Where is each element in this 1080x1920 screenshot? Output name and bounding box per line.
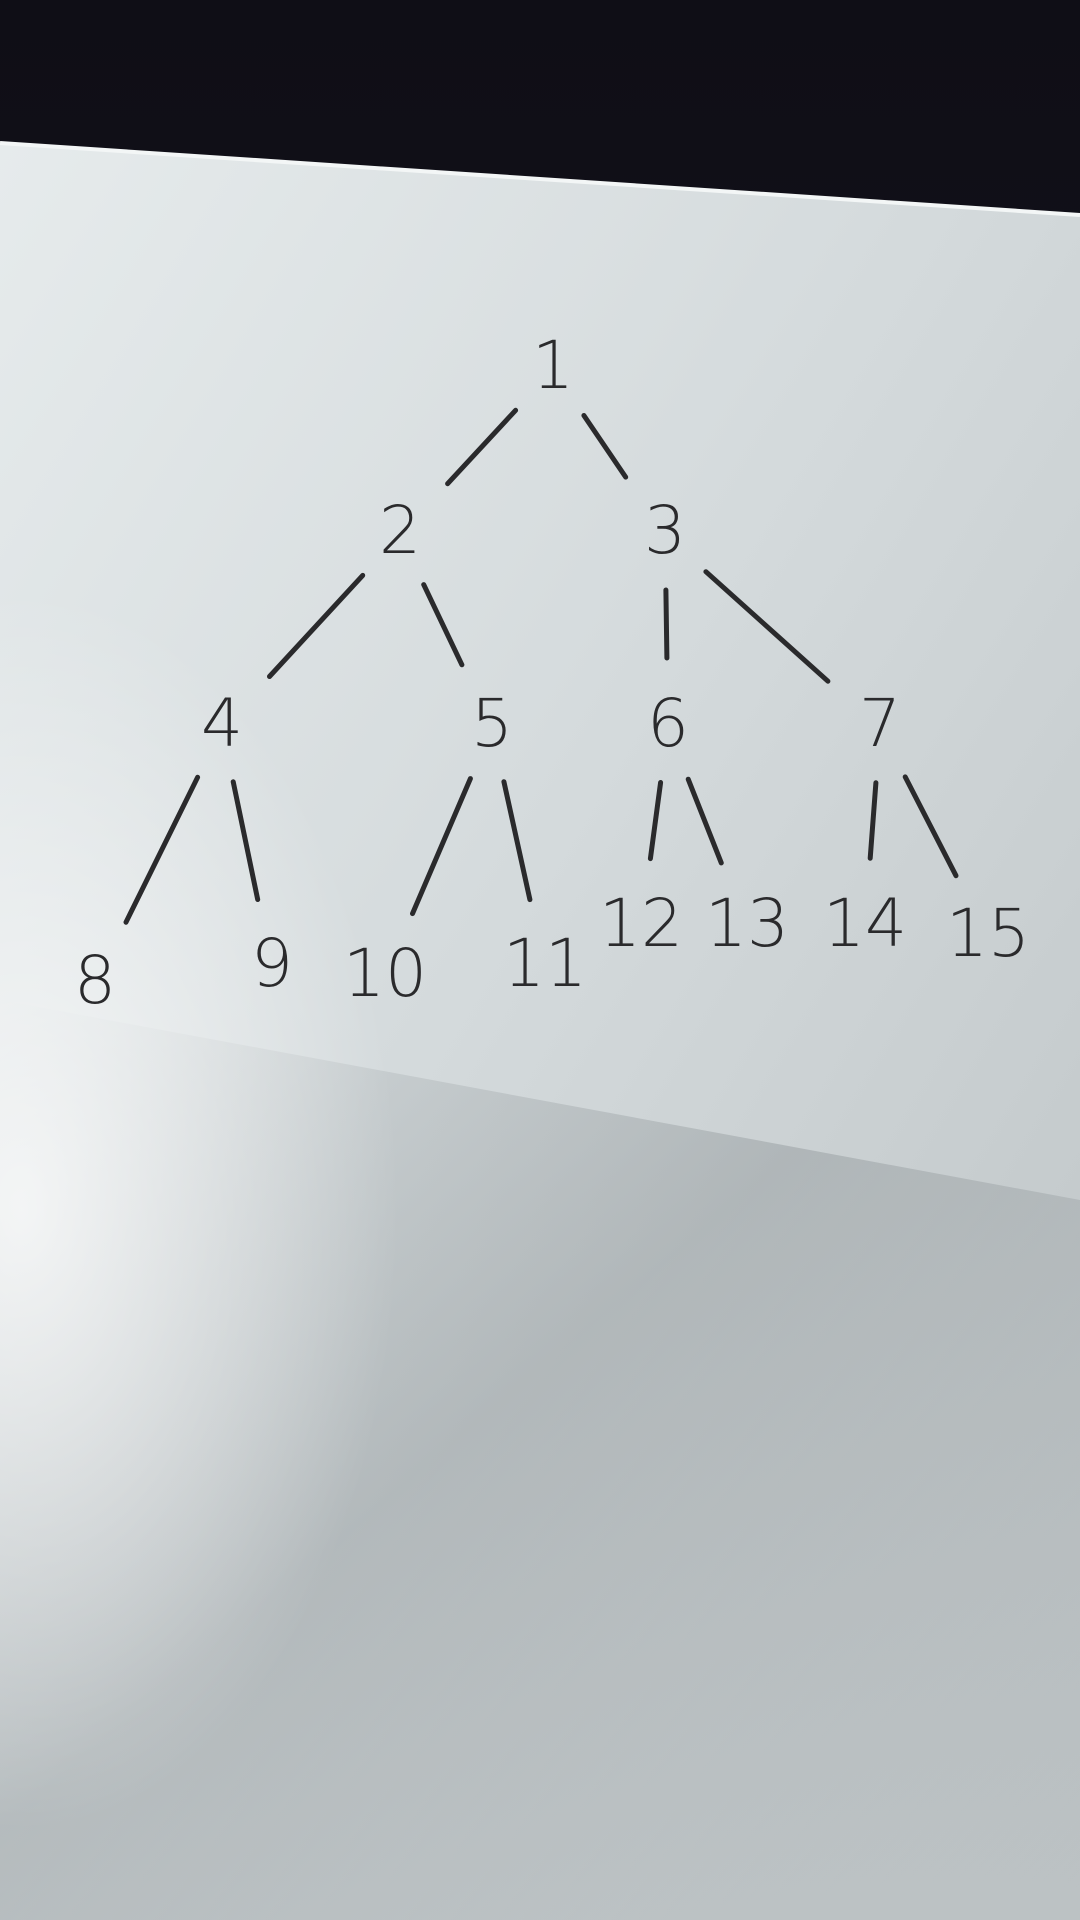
node-3: 3: [644, 492, 686, 569]
node-10: 10: [343, 935, 427, 1012]
edge-4-9: [230, 779, 261, 902]
node-14: 14: [823, 885, 907, 962]
node-9: 9: [251, 925, 293, 1002]
node-13: 13: [705, 885, 789, 962]
edge-5-10: [410, 776, 473, 917]
edge-2-4: [267, 572, 366, 679]
edge-1-3: [581, 413, 629, 480]
node-7: 7: [859, 685, 901, 762]
node-5: 5: [471, 685, 513, 762]
edge-7-14: [867, 780, 879, 861]
node-4: 4: [201, 685, 243, 762]
edge-6-13: [685, 776, 724, 866]
node-2: 2: [379, 492, 421, 569]
edge-4-8: [123, 774, 201, 925]
paper-top-edge: [0, 141, 1080, 217]
edge-1-2: [445, 407, 519, 487]
edge-6-12: [647, 780, 664, 862]
edge-3-6: [663, 587, 670, 661]
node-8: 8: [74, 942, 116, 1019]
node-6: 6: [647, 685, 689, 762]
tree-edges: [123, 407, 959, 925]
edge-3-7: [703, 569, 831, 684]
node-15: 15: [946, 895, 1030, 972]
light-glare: [0, 143, 1080, 1920]
node-12: 12: [599, 885, 683, 962]
edge-5-11: [501, 779, 533, 903]
node-1: 1: [532, 327, 574, 404]
edge-2-5: [421, 582, 465, 668]
node-11: 11: [503, 925, 587, 1002]
edge-7-15: [902, 774, 959, 879]
